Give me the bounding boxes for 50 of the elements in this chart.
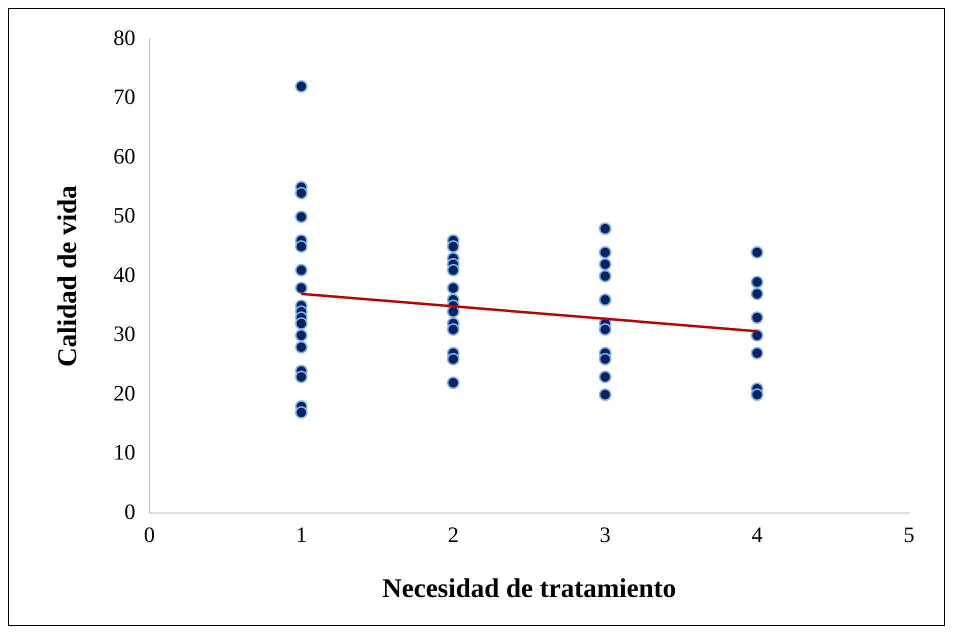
point [446,264,460,276]
point [598,352,612,366]
point [295,329,308,342]
point [598,370,612,384]
point [750,288,764,300]
point [750,329,764,342]
x-tick-label: 5 [904,522,914,548]
point [598,270,612,282]
point [446,240,460,253]
point [446,323,460,336]
point [295,340,308,354]
point [295,317,308,330]
y-tick-label: 60 [113,143,136,168]
point [446,376,460,390]
point [750,388,764,401]
y-tick-label: 50 [113,202,136,228]
x-tick-label: 4 [752,522,763,548]
x-axis-title: Necesidad de tratamiento [382,572,676,603]
y-tick-label: 80 [113,24,136,50]
y-tick-label: 70 [113,84,136,110]
y-tick-label: 0 [124,498,136,524]
point [598,294,612,306]
point [295,370,308,384]
point [598,323,612,336]
point [598,222,612,235]
y-tick-label: 10 [113,440,136,465]
point [750,346,764,360]
point [598,388,612,401]
point [295,186,308,200]
y-tick-label: 30 [113,321,136,346]
point [295,264,308,276]
point [295,240,308,253]
point [295,80,308,93]
y-tick-label: 20 [113,380,136,406]
point [750,311,764,324]
point [598,258,612,270]
point [446,282,460,294]
x-tick-label: 1 [296,522,307,548]
y-tick-label: 40 [113,262,136,287]
point [598,246,612,259]
point [295,282,308,294]
point [295,406,308,419]
point [750,276,764,288]
point [750,246,764,259]
point [295,210,308,224]
x-tick-label: 2 [448,522,459,548]
y-axis-title: Calidad de vida [52,184,82,367]
x-tick-label: 3 [600,522,611,548]
x-tick-label: 0 [144,522,155,548]
point [446,352,460,366]
